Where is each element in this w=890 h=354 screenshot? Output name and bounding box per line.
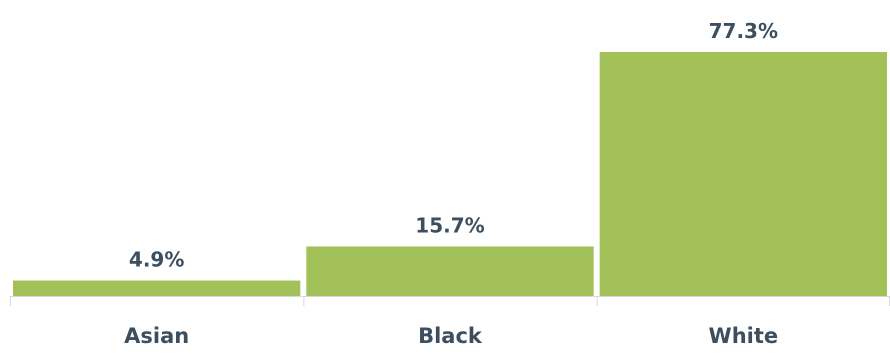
value-label-black: 15.7% [415, 213, 484, 237]
bars-group [13, 52, 887, 296]
value-label-asian: 4.9% [129, 248, 184, 272]
category-label-asian: Asian [124, 324, 189, 348]
value-label-white: 77.3% [709, 19, 778, 43]
category-label-black: Black [418, 324, 483, 348]
value-labels-group: 4.9% 15.7% 77.3% [129, 19, 778, 272]
category-labels-group: Asian Black White [124, 324, 778, 348]
bar-black [306, 246, 594, 296]
bar-white [599, 52, 887, 296]
category-label-white: White [709, 324, 779, 348]
x-axis [10, 296, 890, 306]
bar-asian [13, 280, 301, 296]
